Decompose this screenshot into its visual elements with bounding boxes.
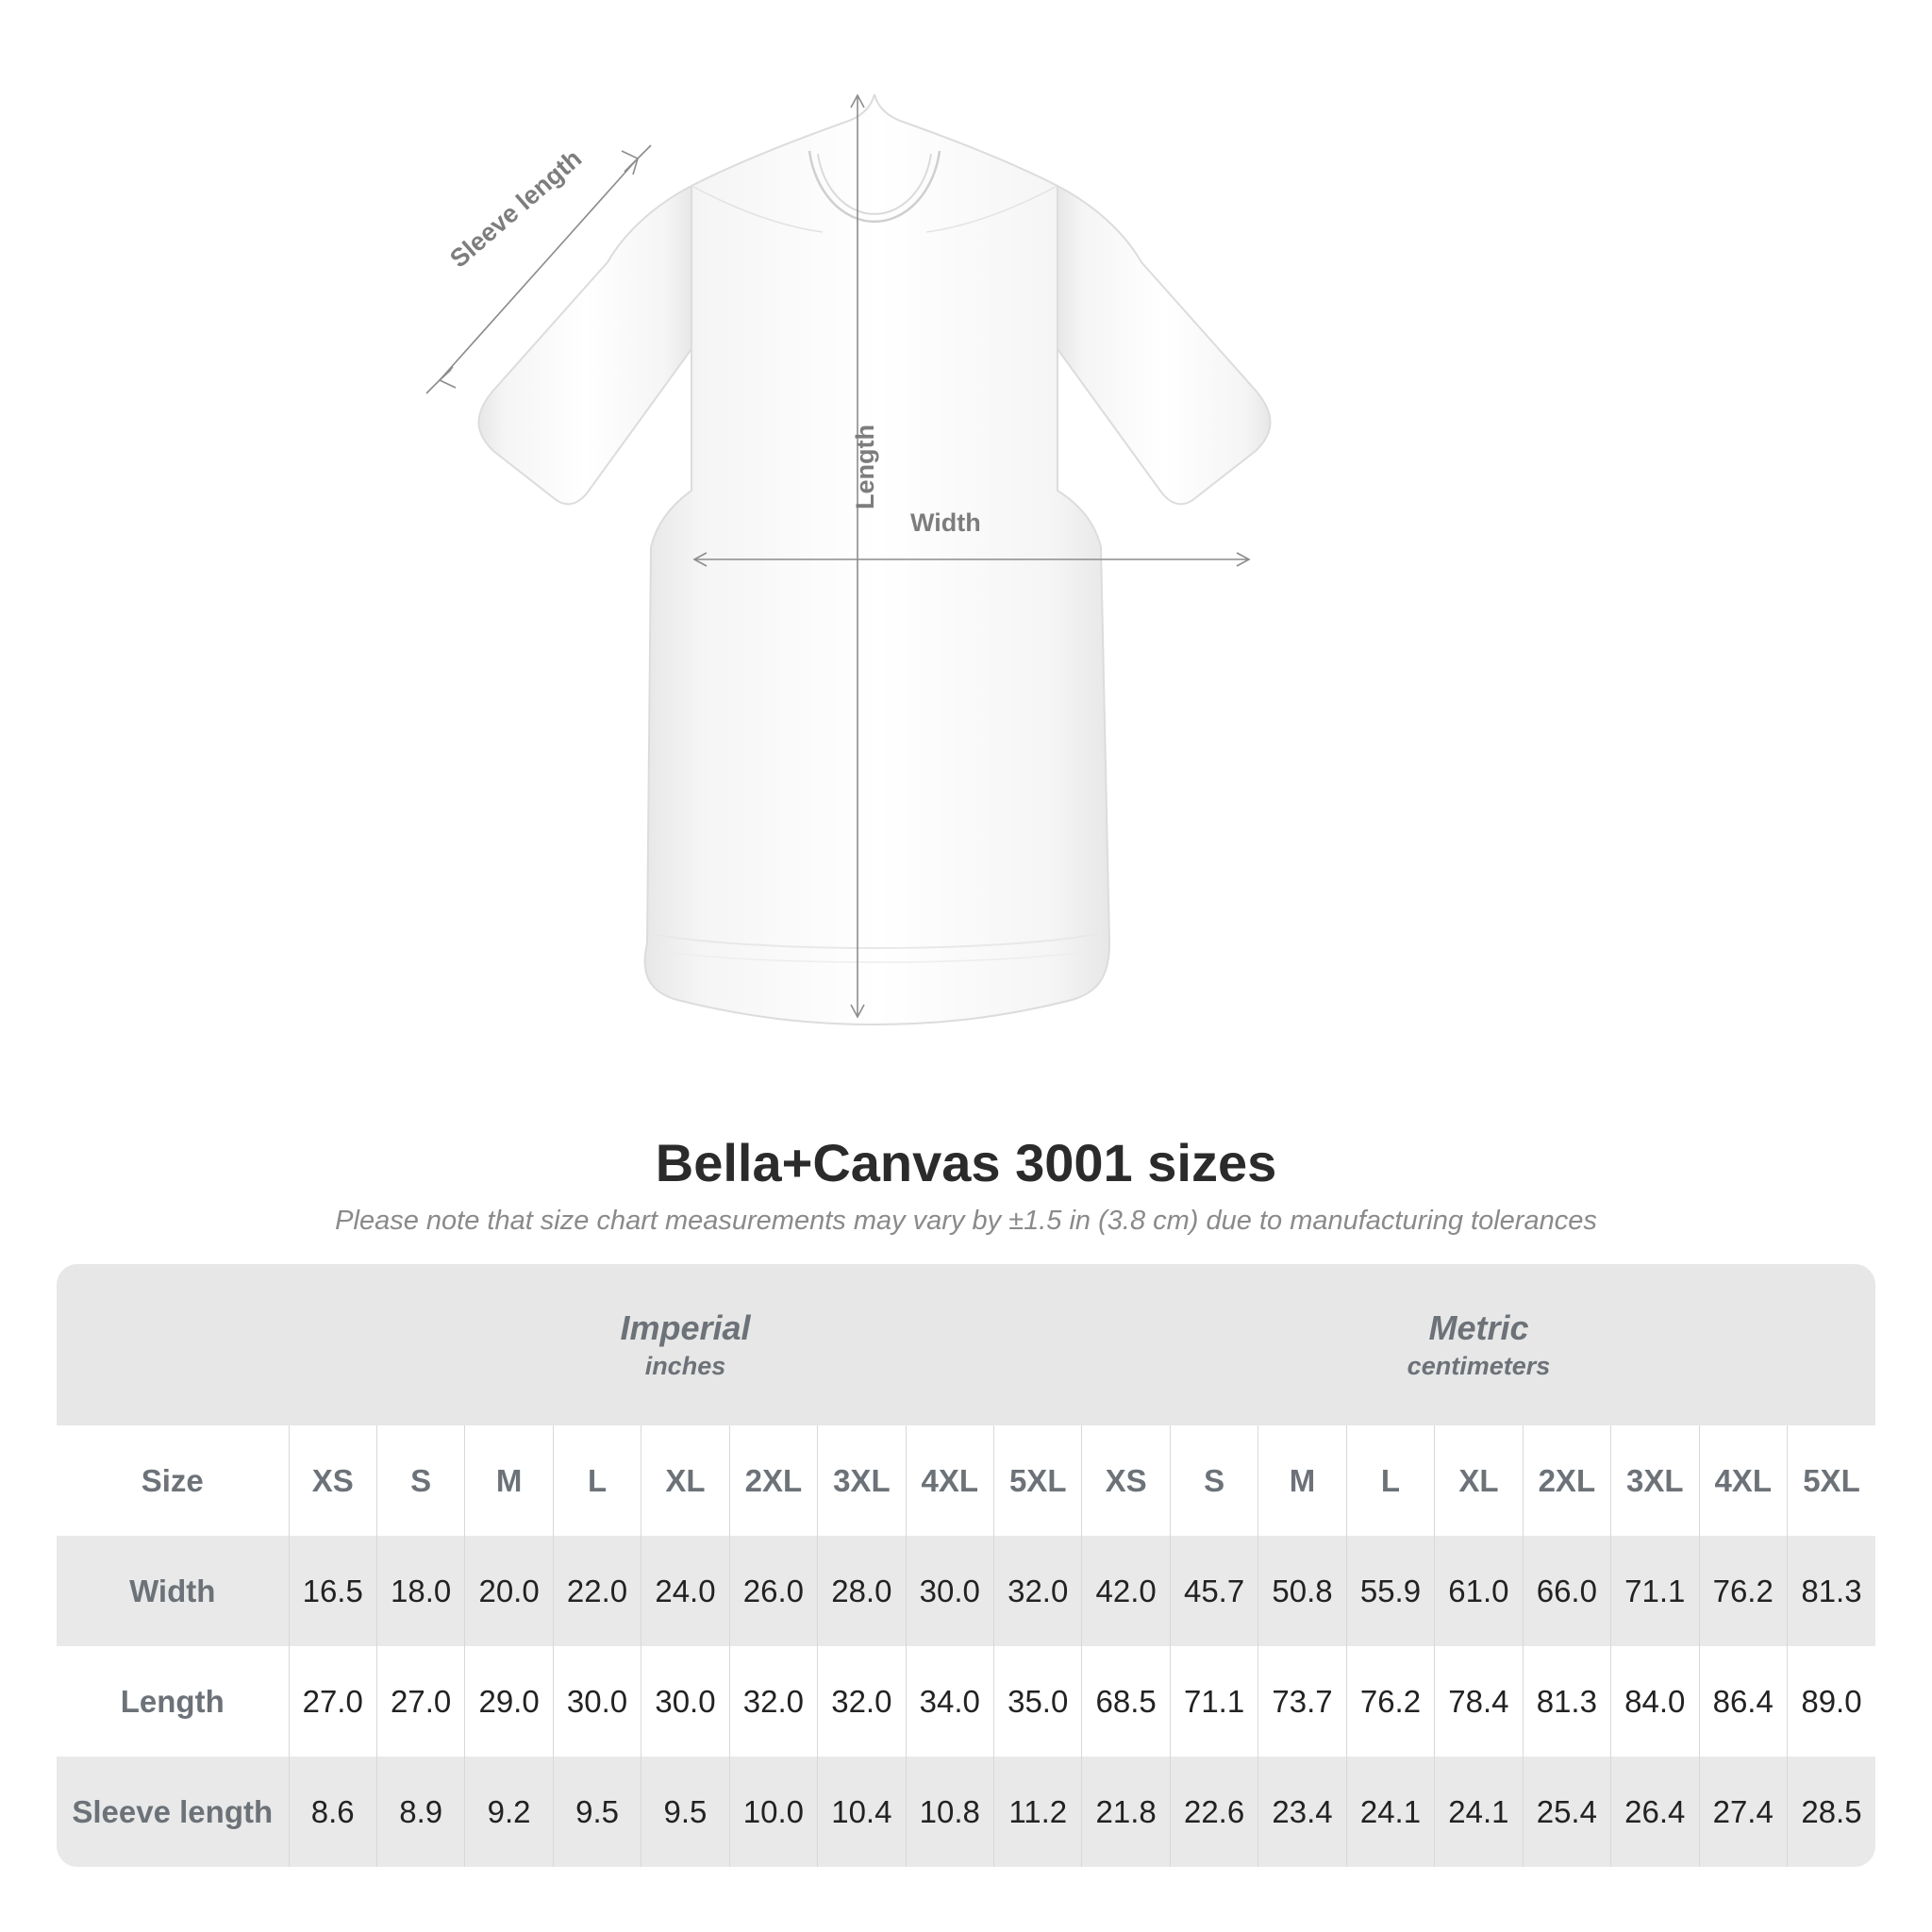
svg-text:Length: Length xyxy=(851,425,879,509)
svg-text:Width: Width xyxy=(910,508,981,537)
svg-text:Sleeve length: Sleeve length xyxy=(444,144,587,274)
